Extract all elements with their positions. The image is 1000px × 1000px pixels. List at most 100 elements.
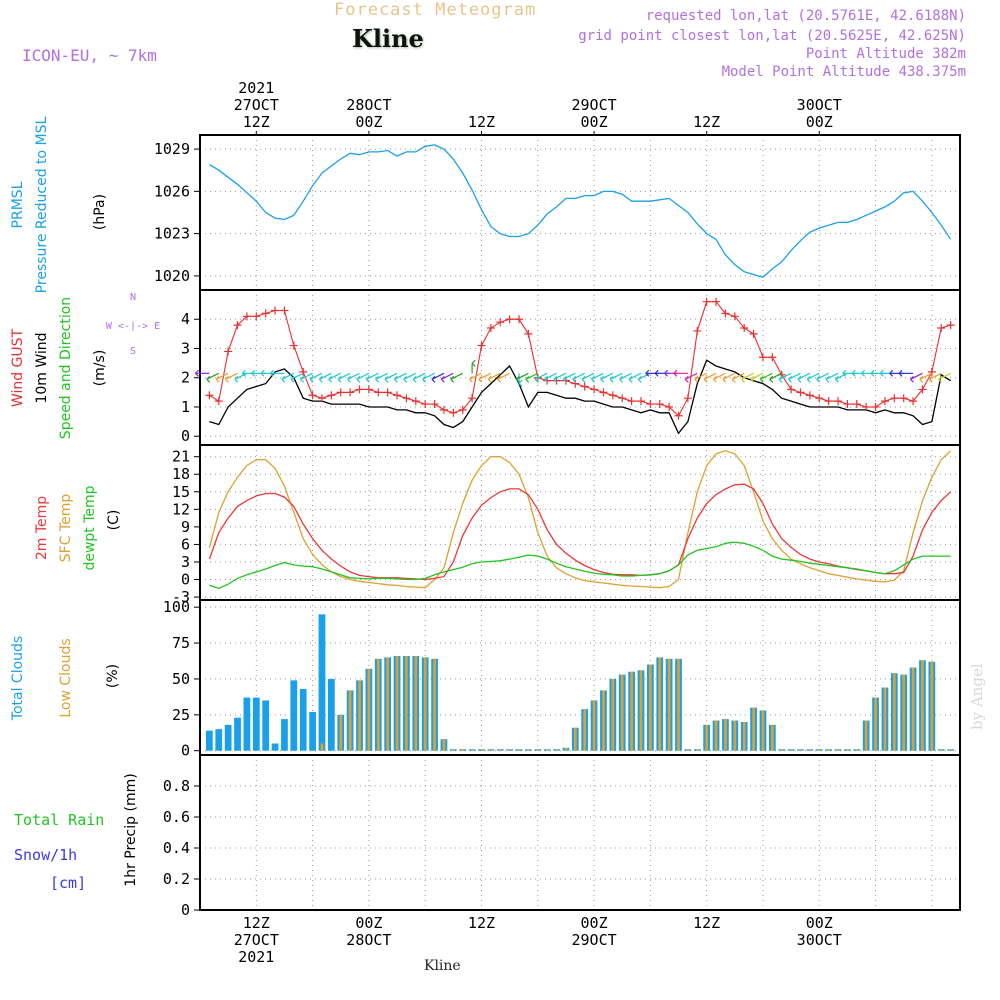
wind-arrow-head <box>471 359 476 367</box>
wind-gust-marker <box>214 397 223 406</box>
wind-gust-marker <box>730 312 739 321</box>
wind-gust-marker <box>421 400 430 409</box>
wind-direction-arrow <box>469 372 482 383</box>
low-cloud-bar <box>517 749 521 751</box>
wind-arrow-shaft <box>750 372 764 380</box>
y-tick-label: 0.2 <box>163 870 190 888</box>
wind-direction-arrow <box>375 372 388 383</box>
wind-direction-arrow <box>673 369 688 377</box>
wind-arrow-head <box>919 375 924 383</box>
wind-arrow-head <box>234 375 239 383</box>
wind-arrow-shaft <box>375 372 388 380</box>
low-cloud-bar <box>817 749 821 751</box>
point-altitude: Point Altitude 382m <box>805 46 966 62</box>
low-cloud-bar <box>780 749 784 751</box>
time-label-top: 28OCT <box>346 96 391 114</box>
wind-arrow-head <box>478 375 483 383</box>
requested-coords: requested lon,lat (20.5761E, 42.6188N) <box>645 8 966 24</box>
wind-arrow-head <box>645 369 650 377</box>
wind-direction-arrow <box>788 372 801 383</box>
low-cloud-bar <box>921 660 924 751</box>
wind-arrow-head <box>722 375 727 383</box>
compass-south: S <box>130 346 136 357</box>
wind-gust-marker <box>599 388 608 397</box>
wind-gust-marker <box>299 367 308 376</box>
total-cloud-bar <box>224 724 232 751</box>
wind-arrow-shaft <box>337 372 351 380</box>
wind-arrow-shaft <box>788 372 801 380</box>
wind-gust-marker <box>289 341 298 350</box>
wind-gust-marker <box>430 400 439 409</box>
wind-arrow-shaft <box>778 372 792 380</box>
low-cloud-bar <box>883 687 887 751</box>
time-label-bottom: 00Z <box>806 914 833 932</box>
wind-direction-arrow <box>591 372 604 383</box>
time-label-bottom: 00Z <box>355 914 382 932</box>
wind-arrow-shaft <box>225 372 238 380</box>
wind-direction-arrow <box>534 372 548 383</box>
wind-gust-marker <box>355 385 364 394</box>
low-cloud-bar <box>386 657 390 751</box>
low-cloud-bar <box>592 700 596 751</box>
wind-direction-arrow <box>600 372 614 383</box>
wind-direction-arrow <box>544 372 557 383</box>
wind-arrow-shaft <box>553 372 567 380</box>
wind-arrow-shaft <box>394 372 407 380</box>
label-ms: (m/s) <box>92 350 108 387</box>
wind-arrow-head <box>206 375 211 383</box>
wind-direction-arrow <box>365 372 379 383</box>
low-cloud-bar <box>761 710 765 751</box>
wind-gust-marker <box>439 405 448 414</box>
wind-gust-marker <box>571 379 580 388</box>
wind-gust-marker <box>580 382 589 391</box>
wind-arrow-head <box>365 375 370 383</box>
wind-gust-marker <box>327 391 336 400</box>
wind-arrow-head <box>797 375 802 383</box>
wind-arrow-head <box>664 369 668 377</box>
wind-arrow-head <box>759 375 764 383</box>
wind-arrow-shaft <box>628 372 642 380</box>
low-cloud-bar <box>376 658 380 751</box>
time-label-bottom: 00Z <box>581 914 608 932</box>
wind-gust-marker <box>449 408 458 417</box>
wind-gust-marker <box>815 394 824 403</box>
y-tick-label: 1023 <box>154 225 190 243</box>
wind-arrow-head <box>703 375 708 383</box>
time-label-top: 12Z <box>693 113 720 131</box>
total-cloud-bar <box>252 697 260 751</box>
wind-gust-marker <box>515 315 524 324</box>
low-cloud-bar <box>911 667 915 751</box>
wind-gust-marker <box>862 402 871 411</box>
time-label-top: 12Z <box>243 113 270 131</box>
time-label-top: 00Z <box>355 113 382 131</box>
wind-arrow-shaft <box>234 372 248 380</box>
wind-gust-marker <box>909 397 918 406</box>
low-cloud-bar <box>498 749 502 751</box>
wind-arrow-shaft <box>760 372 773 380</box>
wind-arrow-shaft <box>563 372 576 380</box>
label-hpa: (hPa) <box>92 194 108 230</box>
label-pressure-msl: Pressure Reduced to MSL <box>34 116 50 293</box>
wind-gust-marker <box>665 402 674 411</box>
y-tick-label: 0.4 <box>163 839 190 857</box>
wind-direction-arrow <box>816 372 829 383</box>
wind-arrow-shaft <box>516 372 529 380</box>
wind-arrow-head <box>910 375 914 383</box>
wind-gust-marker <box>758 353 767 362</box>
y-tick-label: 3 <box>181 339 190 357</box>
wind-arrow-head <box>412 375 417 383</box>
wind-arrow-head <box>816 375 821 383</box>
wind-gust-marker <box>346 388 355 397</box>
wind-gust-marker <box>721 309 730 318</box>
wind-arrow-head <box>879 369 884 377</box>
low-cloud-bar <box>527 749 530 751</box>
low-cloud-bar <box>789 749 793 751</box>
low-cloud-bar <box>545 749 549 751</box>
wind-gust-marker <box>805 391 814 400</box>
wind-arrow-shaft <box>769 372 782 380</box>
wind-direction-arrow <box>318 372 332 383</box>
wind-arrow-shaft <box>525 372 539 380</box>
low-cloud-bar <box>799 749 802 751</box>
wind-arrow-head <box>694 375 699 383</box>
time-label-bottom: 12Z <box>243 914 270 932</box>
